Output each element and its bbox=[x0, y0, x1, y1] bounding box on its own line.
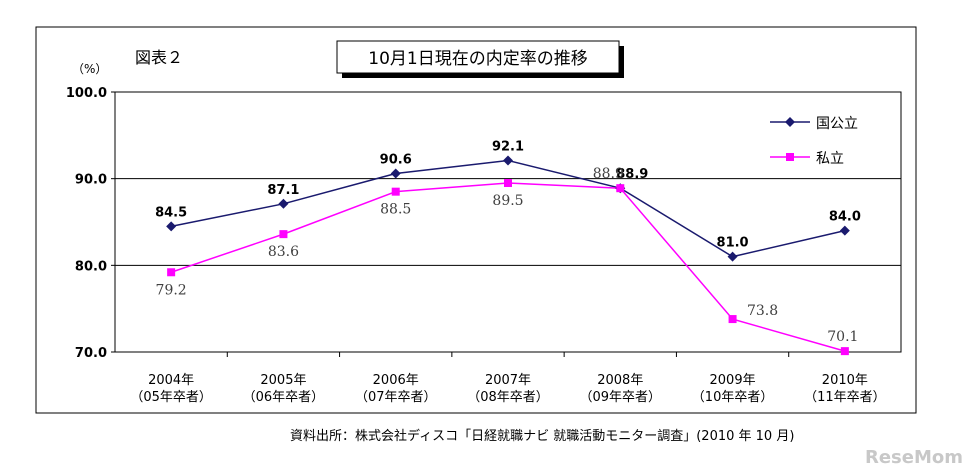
marker-private bbox=[616, 184, 625, 193]
data-label-national-public: 92.1 bbox=[492, 139, 524, 154]
legend-label-private: 私立 bbox=[816, 151, 844, 167]
data-label-private: 89.5 bbox=[492, 193, 523, 209]
marker-national-public bbox=[727, 251, 738, 262]
data-label-national-public: 88.9 bbox=[616, 167, 648, 182]
plot-area bbox=[114, 91, 902, 353]
legend-label-national-public: 国公立 bbox=[816, 116, 858, 132]
marker-private bbox=[728, 315, 737, 324]
x-tick-label-year: 2008年 bbox=[597, 373, 643, 388]
data-label-national-public: 84.5 bbox=[155, 205, 187, 220]
x-tick-label-cohort: （11年卒者） bbox=[804, 390, 886, 405]
x-tick-label-year: 2006年 bbox=[373, 373, 419, 388]
title-box bbox=[336, 40, 620, 74]
y-tick-label: 90.0 bbox=[75, 173, 107, 188]
x-tick-label-year: 2010年 bbox=[822, 373, 868, 388]
x-tick-label-cohort: （05年卒者） bbox=[130, 390, 212, 405]
data-label-national-public: 87.1 bbox=[267, 183, 299, 198]
x-axis-ticks: 2004年 （05年卒者） 2005年 （06年卒者） 2006年 （07年卒者） 2007… bbox=[130, 352, 886, 405]
x-tick-label-year: 2007年 bbox=[485, 373, 531, 388]
x-tick-label-year: 2005年 bbox=[260, 373, 306, 388]
series-markers bbox=[166, 155, 850, 356]
marker-private bbox=[504, 179, 512, 187]
marker-national-public bbox=[503, 155, 513, 166]
data-labels: 84.5 87.1 90.6 92.1 88.9 81.0 84.0 79.2 83.6 88.5… bbox=[155, 139, 861, 345]
data-label-national-public: 90.6 bbox=[380, 152, 412, 167]
x-tick-label-year: 2004年 bbox=[148, 373, 194, 388]
y-axis-ticks: 100.0 90.0 80.0 70.0 bbox=[66, 86, 107, 361]
source-note: 資料出所：株式会社ディスコ「日経就職ナビ 就職活動モニター調査」(2010 年 … bbox=[290, 429, 795, 444]
x-tick-label-year: 2009年 bbox=[710, 373, 756, 388]
x-tick-label-cohort: （09年卒者） bbox=[580, 390, 662, 405]
marker-private bbox=[840, 347, 849, 356]
legend-marker-national-public bbox=[785, 117, 795, 127]
watermark-logo: ReseMom bbox=[864, 447, 963, 468]
y-tick-label: 80.0 bbox=[75, 259, 107, 274]
data-label-private: 88.9 bbox=[593, 166, 624, 182]
x-tick-label-cohort: （08年卒者） bbox=[467, 390, 549, 405]
marker-national-public bbox=[839, 225, 850, 236]
marker-national-public bbox=[390, 168, 401, 179]
x-tick-label-cohort: （10年卒者） bbox=[692, 390, 774, 405]
data-label-private: 70.1 bbox=[827, 329, 858, 345]
data-label-private: 73.8 bbox=[747, 303, 778, 319]
marker-national-public bbox=[166, 221, 177, 232]
marker-private bbox=[167, 268, 176, 277]
marker-private bbox=[279, 230, 288, 239]
data-label-private: 88.5 bbox=[380, 202, 411, 218]
marker-national-public bbox=[278, 198, 289, 209]
x-tick-label-cohort: （06年卒者） bbox=[243, 390, 325, 405]
y-axis-unit: （%） bbox=[72, 62, 107, 76]
chart-title: 10月1日現在の内定率の推移 bbox=[368, 49, 587, 69]
legend: 国公立 私立 bbox=[770, 116, 858, 167]
marker-private bbox=[391, 187, 400, 196]
y-tick-label: 100.0 bbox=[66, 86, 107, 101]
x-tick-label-cohort: （07年卒者） bbox=[355, 390, 437, 405]
data-label-national-public: 84.0 bbox=[829, 210, 861, 225]
data-label-national-public: 81.0 bbox=[717, 236, 749, 251]
data-label-private: 83.6 bbox=[268, 244, 299, 260]
data-label-private: 79.2 bbox=[156, 282, 187, 298]
figure-label: 図表２ bbox=[135, 48, 183, 67]
grid-lines bbox=[111, 91, 901, 353]
y-tick-label: 70.0 bbox=[75, 346, 107, 361]
legend-marker-private bbox=[786, 153, 794, 161]
